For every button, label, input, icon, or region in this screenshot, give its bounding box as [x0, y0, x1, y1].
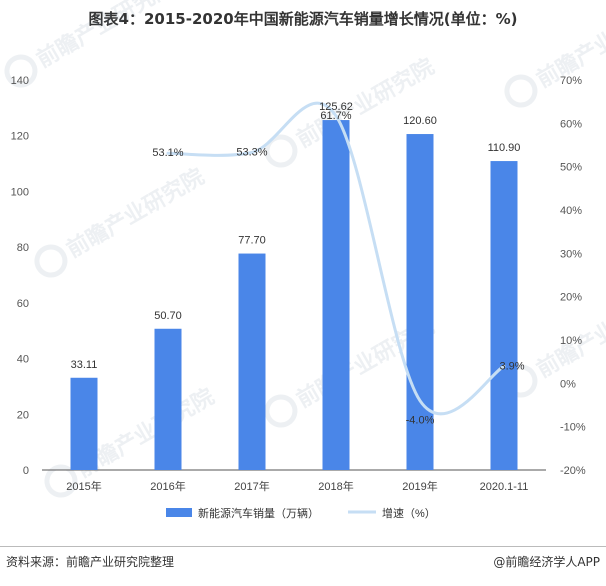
source-note: 资料来源：前瞻产业研究院整理: [6, 555, 175, 569]
legend-line-label: 增速（%）: [382, 506, 436, 520]
bar: [154, 328, 182, 470]
growth-value-label: 61.7%: [320, 110, 351, 122]
bar-value-label: 125.62: [319, 101, 353, 113]
bar-value-label: 120.60: [403, 115, 437, 127]
y-right-tick-label: -10%: [560, 422, 586, 434]
watermark-logo-icon: [4, 54, 38, 88]
legend-bar-swatch: [166, 508, 192, 517]
bar-value-label: 77.70: [238, 235, 266, 247]
bar-value-label: 33.11: [71, 359, 98, 371]
watermark-logo-icon: [264, 394, 298, 428]
growth-value-label: -4.0%: [406, 415, 435, 427]
growth-value-label: 53.1%: [152, 147, 183, 159]
y-left-tick-label: 120: [11, 131, 29, 143]
y-left-tick-label: 140: [11, 75, 29, 87]
y-right-tick-label: 30%: [560, 248, 582, 260]
data-labels-group: 33.11 50.70 77.70 125.62 120.60 110.90 53.1% 53…: [71, 101, 525, 427]
y-right-tick-label: 0%: [560, 378, 576, 390]
chart-title: 图表4：2015-2020年中国新能源汽车销量增长情况(单位：%): [88, 10, 518, 28]
bars-group: [70, 120, 518, 471]
y-left-tick-label: 80: [17, 242, 29, 254]
y-left-tick-label: 60: [17, 298, 29, 310]
growth-line-group: [166, 101, 506, 416]
y-right-tick-label: 60%: [560, 118, 582, 130]
watermark-logo-icon: [34, 244, 68, 278]
footer-divider: [0, 546, 606, 547]
watermark-text: 前瞻产业研究院: [32, 0, 178, 72]
x-tick-label: 2019年: [402, 479, 437, 493]
x-tick-label: 2015年: [66, 479, 101, 493]
y-right-tick-label: 50%: [560, 162, 582, 174]
y-right-tick-label: 20%: [560, 292, 582, 304]
bar: [238, 253, 266, 470]
legend: 新能源汽车销量（万辆） 增速（%）: [166, 506, 436, 520]
y-left-tick-label: 20: [17, 409, 29, 421]
y-right-tick-label: 70%: [560, 75, 582, 87]
x-tick-label: 2017年: [234, 479, 269, 493]
y-right-tick-label: 40%: [560, 205, 582, 217]
growth-value-label: 3.9%: [499, 360, 524, 372]
y-left-tick-label: 40: [17, 354, 29, 366]
watermark-logo-icon: [44, 464, 78, 498]
bar: [490, 161, 518, 471]
x-tick-label: 2018年: [318, 479, 353, 493]
watermark: 前瞻产业研究院: [504, 0, 606, 108]
y-left-tick-label: 0: [23, 465, 29, 477]
growth-series-line: [166, 101, 506, 416]
y-left-tick-label: 100: [11, 186, 29, 198]
watermark-logo-icon: [504, 74, 538, 108]
legend-bar-label: 新能源汽车销量（万辆）: [198, 506, 319, 520]
y-right-tick-label: -20%: [560, 465, 586, 477]
bar: [406, 134, 434, 471]
bar-value-label: 50.70: [154, 310, 182, 322]
bar-value-label: 110.90: [488, 142, 521, 154]
x-tick-label: 2016年: [150, 479, 185, 493]
credit-note: @前瞻经济学人APP: [493, 555, 600, 569]
watermark: 前瞻产业研究院: [34, 164, 208, 278]
y-right-tick-label: 10%: [560, 335, 582, 347]
x-tick-label: 2020.1-11: [480, 481, 529, 493]
watermark-text: 前瞻产业研究院: [62, 164, 208, 263]
axes-group: 0 20 40 60 80 100 120 140 -20% -10% 0% 10% 20% 30% 40%…: [11, 75, 586, 493]
growth-value-label: 53.3%: [236, 146, 267, 158]
bar: [322, 120, 350, 471]
bar: [70, 377, 98, 470]
